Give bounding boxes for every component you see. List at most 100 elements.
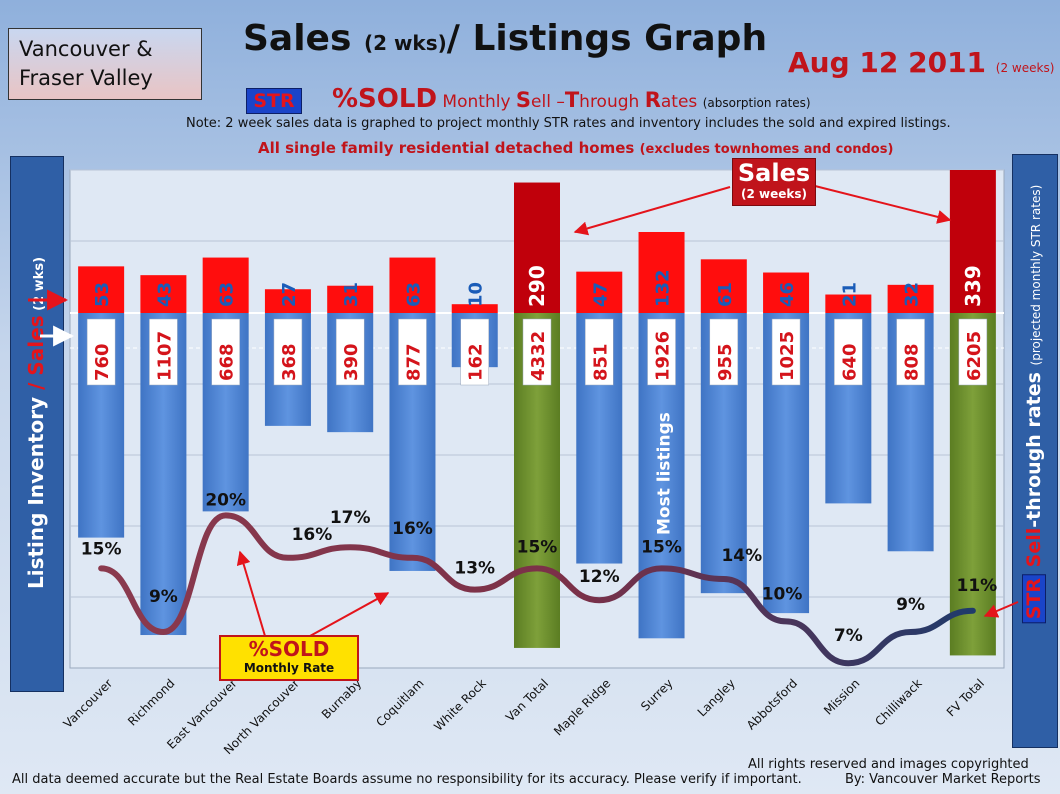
sales-value-label: 21 [839, 282, 860, 307]
region-label-box: Vancouver & Fraser Valley [8, 28, 202, 100]
data-labels: 53 760 43 1107 63 668 27 368 31 390 63 877 10 162 290 4… [81, 265, 997, 646]
pct-sold-big: %SOLD [332, 84, 438, 114]
scope-sub: (excludes townhomes and condos) [639, 142, 894, 157]
inventory-value-label: 390 [341, 343, 362, 381]
pct-heading-b: ell – [531, 92, 565, 112]
inventory-value-label: 4332 [528, 331, 549, 381]
inventory-value-label: 640 [839, 343, 860, 381]
sales-bar [140, 275, 187, 313]
sales-value-label: 46 [777, 282, 798, 307]
str-value-label: 15% [81, 539, 122, 559]
sales-value-label: 290 [525, 265, 549, 307]
category-label: Vancouver [61, 676, 116, 731]
sales-bar [202, 257, 249, 313]
sales-bar [825, 294, 872, 313]
category-label: Langley [695, 676, 738, 719]
date-period: (2 weeks) [995, 61, 1055, 75]
inventory-label-box [771, 318, 801, 386]
pct-heading-tiny: (absorption rates) [702, 96, 811, 110]
rights-line: All rights reserved and images copyright… [748, 757, 1029, 772]
pct-heading-d: ates [660, 92, 703, 112]
sales-bar [514, 182, 560, 313]
sales-value-label: 43 [154, 282, 175, 307]
category-label: White Rock [431, 676, 489, 734]
str-value-label: 16% [292, 525, 333, 545]
sales-callout-arrow-left [573, 186, 731, 236]
sold-callout-title: %SOLD [248, 637, 330, 661]
inventory-value-label: 1926 [653, 331, 674, 381]
str-line [98, 512, 976, 667]
sales-value-label: 63 [217, 282, 238, 307]
category-label: Maple Ridge [551, 676, 613, 738]
sales-value-label: 339 [961, 265, 985, 307]
sales-value-label: 10 [466, 282, 487, 307]
category-label: Burnaby [319, 676, 364, 721]
title-main: Sales [243, 18, 364, 59]
category-label: FV Total [944, 676, 987, 719]
sales-bar [389, 257, 436, 313]
inventory-value-label: 808 [902, 343, 923, 381]
sales-bar [576, 271, 623, 313]
pct-heading-s: S [515, 88, 532, 112]
inventory-label-box [958, 318, 988, 386]
sales-callout-title: Sales [737, 159, 811, 187]
sales-bar [327, 285, 374, 313]
sales-bar [78, 266, 125, 313]
inventory-label-box [896, 318, 925, 386]
chart-title: Sales (2 wks)/ Listings Graph [243, 18, 767, 59]
bars [78, 170, 996, 656]
category-label: Van Total [503, 676, 551, 724]
str-axis-arrow [983, 601, 1019, 618]
category-label: Coquitlam [373, 676, 426, 729]
inventory-value-label: 851 [590, 343, 611, 381]
str-value-label: 7% [834, 626, 863, 646]
inventory-label-box [149, 318, 178, 386]
sales-value-label: 132 [653, 269, 674, 307]
sales-value-label: 61 [715, 282, 736, 307]
sales-bar [264, 289, 311, 313]
sales-bar [949, 170, 996, 313]
right-axis-panel [1012, 154, 1058, 748]
inventory-value-label: 1025 [777, 331, 798, 381]
inventory-label-box [211, 318, 240, 386]
str-value-label: 10% [762, 584, 803, 604]
inventory-value-label: 368 [279, 343, 300, 381]
inventory-value-label: 1107 [154, 331, 175, 381]
inventory-label-box [460, 318, 489, 386]
str-value-label: 13% [454, 559, 495, 579]
scope-main: All single family residential detached h… [258, 139, 640, 157]
callout-arrows [28, 185, 1019, 637]
str-value-label: 14% [721, 546, 762, 566]
sales-value-label: 27 [279, 282, 300, 307]
left-axis-panel [10, 156, 64, 692]
scope-line: All single family residential detached h… [258, 139, 893, 157]
credit-line: By: Vancouver Market Reports [845, 772, 1041, 787]
str-line-path [98, 512, 976, 667]
inventory-value-label: 877 [403, 343, 424, 381]
inventory-label-box [647, 318, 676, 386]
inventory-label-box [585, 318, 614, 386]
date-label: Aug 12 2011 (2 weeks) [788, 46, 1054, 79]
str-badge: STR [246, 88, 302, 114]
sold-callout-arrow-right [309, 592, 390, 637]
category-label: Mission [821, 676, 862, 717]
sold-callout-arrow-left [236, 550, 266, 637]
pct-heading-r: R [644, 88, 661, 112]
str-value-label: 16% [392, 519, 433, 539]
pct-heading-c: hrough [579, 92, 645, 112]
str-value-label: 17% [330, 508, 371, 528]
note-line: Note: 2 week sales data is graphed to pr… [186, 116, 951, 131]
inventory-value-label: 6205 [964, 331, 985, 381]
sales-value-label: 32 [902, 282, 923, 307]
sales-value-label: 63 [403, 282, 424, 307]
sold-callout: %SOLD Monthly Rate [219, 635, 359, 681]
region-line-1: Vancouver & [19, 37, 153, 61]
inventory-label-box [86, 318, 116, 386]
title-period: (2 wks) [363, 31, 447, 55]
category-label: Chilliwack [872, 676, 924, 728]
sales-bar [700, 259, 747, 313]
category-label: Abbotsford [744, 676, 800, 732]
str-value-label: 20% [205, 490, 246, 510]
